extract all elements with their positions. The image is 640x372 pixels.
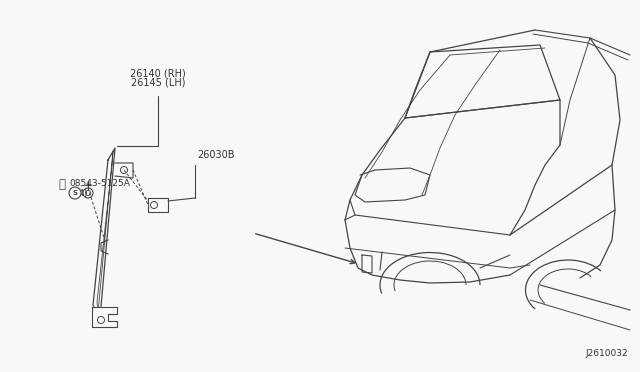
Circle shape xyxy=(120,167,127,173)
Text: S: S xyxy=(72,190,77,196)
Polygon shape xyxy=(92,307,117,327)
Circle shape xyxy=(150,202,157,208)
Circle shape xyxy=(86,190,90,196)
Circle shape xyxy=(83,188,93,198)
Circle shape xyxy=(69,187,81,199)
Text: 26140 (RH): 26140 (RH) xyxy=(130,68,186,78)
Text: 08543-5125A: 08543-5125A xyxy=(69,179,130,188)
Text: 26030B: 26030B xyxy=(197,150,234,160)
Text: J2610032: J2610032 xyxy=(586,349,628,358)
Text: 26145 (LH): 26145 (LH) xyxy=(131,77,185,87)
Text: Ⓢ: Ⓢ xyxy=(58,178,65,191)
Text: (4): (4) xyxy=(75,189,88,198)
Polygon shape xyxy=(148,198,168,212)
Circle shape xyxy=(97,317,104,324)
